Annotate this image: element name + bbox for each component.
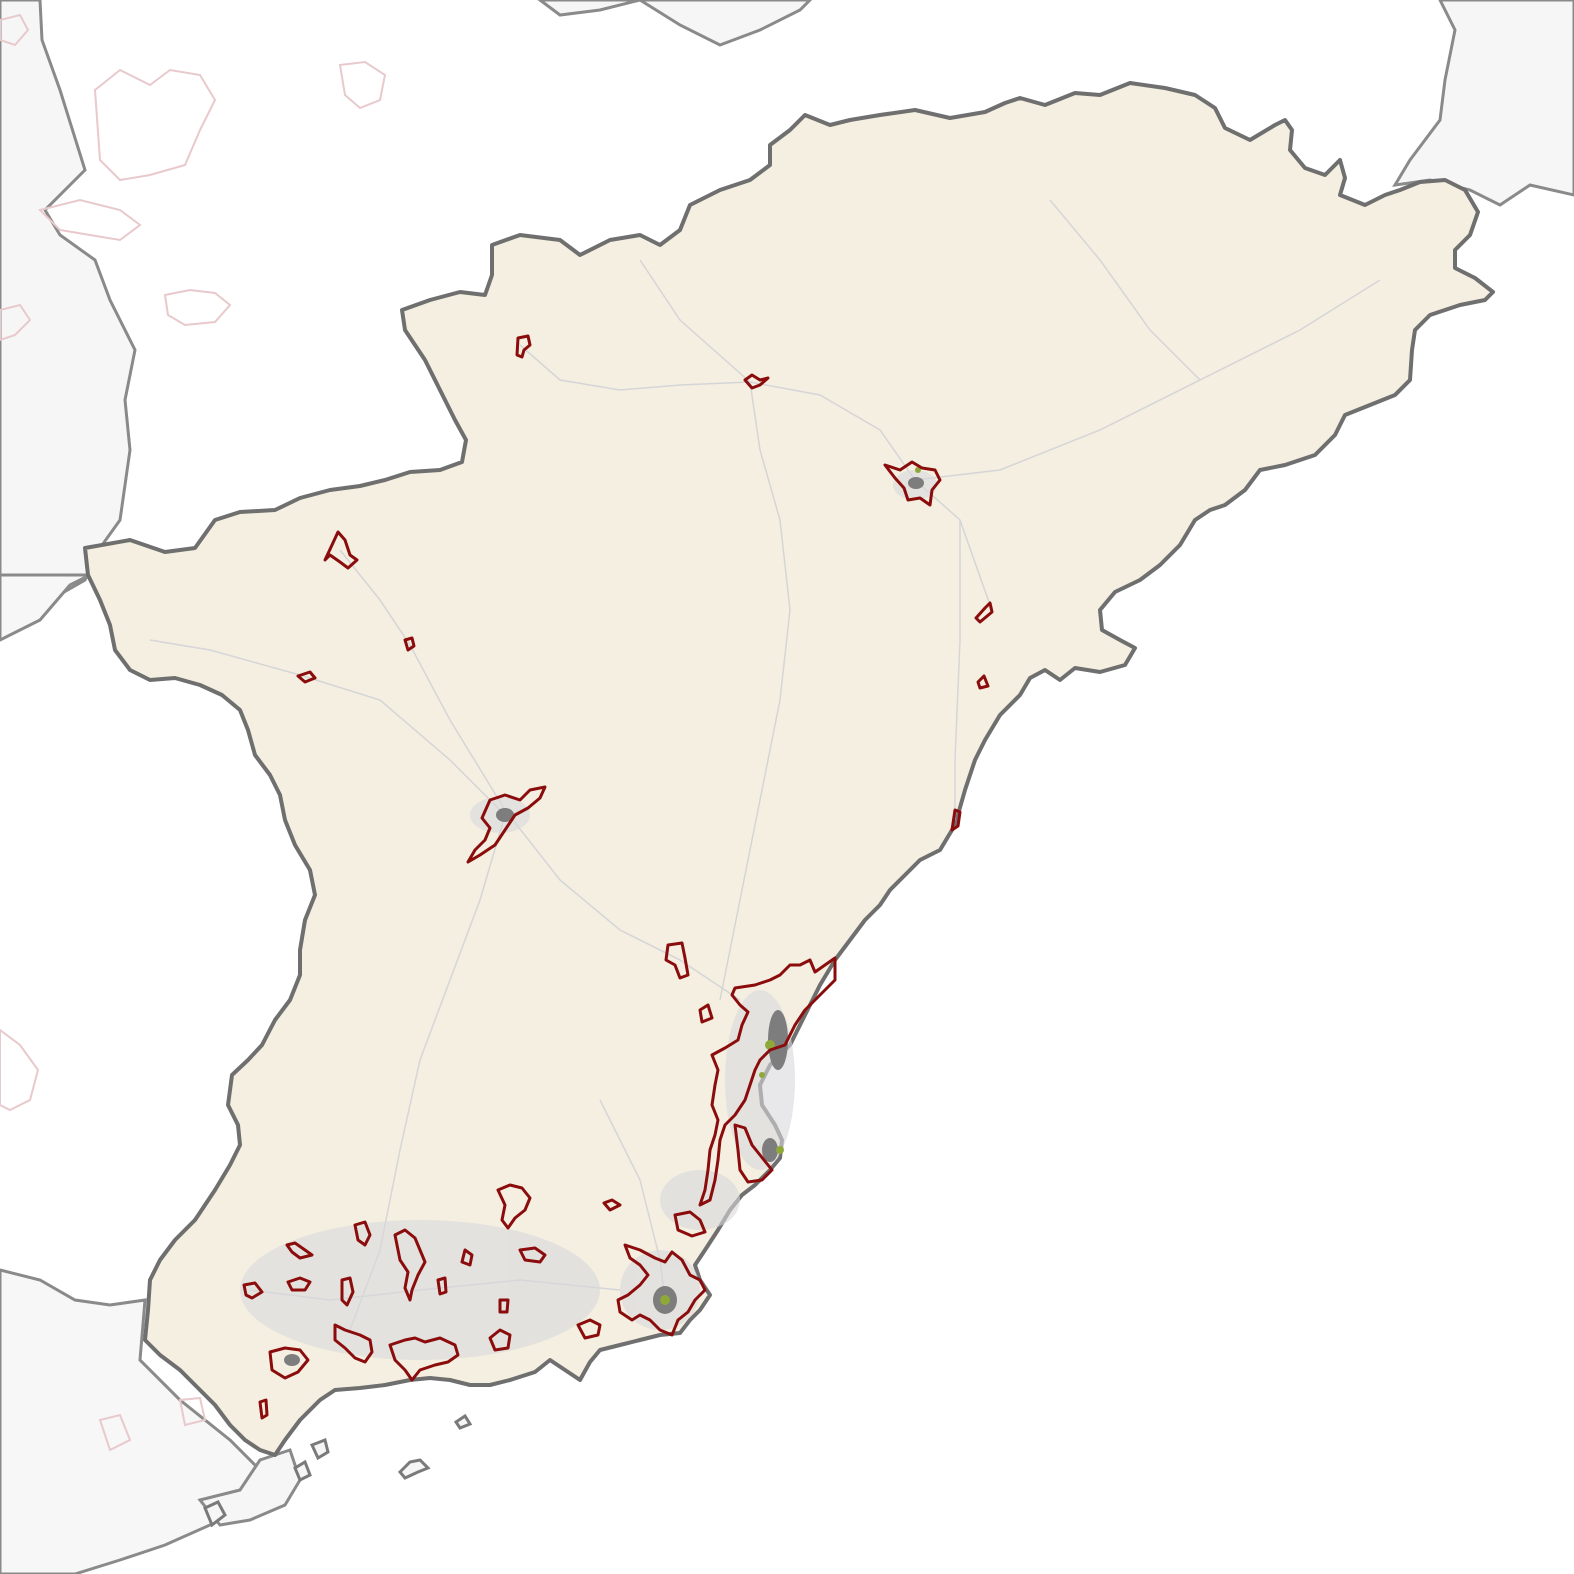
urban-outline [664,941,690,980]
urban-core [496,808,514,822]
island [453,1413,473,1430]
urban-outline [576,1318,602,1340]
green-patch [759,1072,765,1078]
urban-outline [743,373,770,390]
neighbor-region-north [537,0,641,17]
road [149,639,506,816]
urban-outline [436,1276,448,1296]
green-patch [660,1295,670,1305]
urban-core [762,1138,778,1162]
urban-outline [353,1220,372,1247]
urban-outline [883,460,942,507]
study-region [83,81,1495,1457]
urban-outline [498,1298,510,1314]
urban-outline [496,1183,532,1230]
urban-outline [393,1228,427,1302]
road [914,279,1381,481]
neighbor-urban-outline [0,1028,40,1112]
road [1049,199,1201,381]
urban-outline [976,674,990,690]
neighbor-urban-outline [98,1413,132,1452]
urban-extent-outlines [242,334,994,1420]
urban-outline [698,956,837,1207]
urban-core [284,1354,300,1366]
island [309,1437,330,1461]
urban-outline [460,1248,474,1267]
urban-outline [242,1281,264,1300]
neighbor-urban-outline [0,13,30,47]
urban-outline [403,636,416,652]
neighbor-region-north-2 [637,0,813,47]
island [203,1500,227,1528]
island [397,1458,431,1480]
urban-outline [518,1246,547,1264]
neighbor-region-west [0,573,91,642]
green-patch [915,467,921,473]
road [639,259,751,383]
urban-outline [333,1323,374,1364]
road [519,344,991,606]
urban-outline [974,601,994,624]
urban-outline [488,1328,512,1352]
road [719,381,791,1001]
green-patches [660,467,921,1305]
neighbor-urban-outline [338,60,387,110]
urban-core [908,477,924,489]
urban-outline [285,1241,314,1260]
urban-outline [268,1346,310,1380]
urban-outline [733,1123,774,1184]
built-up-patch [725,990,795,1170]
urban-outline [698,1003,714,1024]
neighbor-urban-outline [178,1396,207,1427]
neighbor-urban-outline [38,198,142,242]
islands [203,1413,473,1528]
urban-outline [950,808,962,832]
green-patch [776,1146,784,1154]
road [954,520,961,820]
urban-outline [286,1276,312,1292]
urban-outline [388,1336,460,1382]
neighbor-urban-outlines [0,13,387,1452]
urban-outline [466,785,547,864]
urban-outline [673,1210,707,1238]
neighbor-urban-outline [0,303,32,342]
urban-outline [258,1398,269,1420]
urban-outline [340,1276,355,1307]
urban-outline [616,1243,707,1337]
urban-outline [296,670,317,684]
neighbor-urban-outline [93,68,217,182]
urban-outline [515,334,532,359]
urban-outline [602,1198,622,1212]
island [293,1459,312,1483]
green-patch [765,1040,775,1050]
neighbor-urban-outline [163,288,232,327]
urban-outline [323,530,359,570]
neighbor-region-southwest [0,1268,262,1574]
built-up-patch [240,1220,600,1360]
urban-core [768,1010,788,1070]
